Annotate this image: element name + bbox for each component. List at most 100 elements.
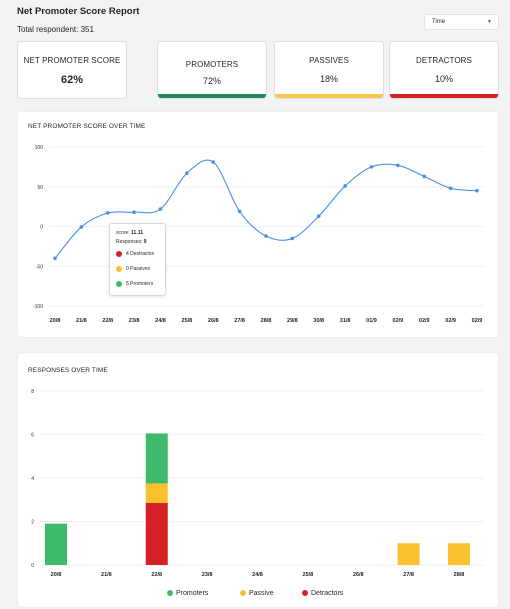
nps-data-point [475, 188, 479, 193]
tooltip-responses-label: Responses: [116, 239, 143, 245]
nps-line-chart-title: NET PROMOTER SCORE OVER TIME [28, 123, 146, 130]
line-y-tick-label: 50 [37, 185, 43, 191]
bar-y-tick-label: 2 [31, 520, 34, 526]
passives-card-value: 18% [319, 74, 338, 84]
nps-data-point [264, 234, 268, 238]
nps-data-point [290, 236, 295, 241]
promoters-card-value: 72% [202, 76, 221, 86]
line-x-tick-label: 30/8 [313, 318, 324, 324]
detractors-dot-icon [116, 250, 122, 257]
line-y-tick-label: -100 [33, 304, 43, 310]
tooltip-detractors: 4 Destractos [126, 251, 155, 257]
tooltip-passives: 0 Passives [126, 266, 151, 272]
detractors-legend-icon [302, 590, 308, 597]
nps-data-point [132, 210, 136, 214]
detractors-card: DETRACTORS 10% [389, 41, 499, 99]
line-x-tick-label: 20/8 [50, 318, 61, 324]
bar-y-tick-label: 0 [31, 563, 34, 569]
bar-x-tick-label: 26/8 [353, 572, 364, 578]
legend-label-promoters: Promoters [176, 590, 209, 597]
tooltip-promoters: 5 Promoters [126, 281, 154, 287]
time-filter-value: Time [432, 19, 446, 25]
bar-x-tick-label: 28/8 [454, 572, 465, 578]
time-filter-select[interactable]: Time ▼ [424, 14, 499, 30]
bar-passive [397, 543, 420, 565]
legend-label-detractors: Detractors [311, 590, 344, 597]
nps-data-point [396, 163, 400, 168]
bar-y-tick-label: 8 [31, 389, 34, 395]
legend-item-detractors[interactable]: Detractors [302, 590, 343, 597]
promoters-legend-icon [167, 590, 173, 597]
bar-x-tick-label: 22/8 [151, 572, 162, 578]
line-y-tick-label: -50 [36, 264, 43, 270]
line-x-tick-label: 01/9 [366, 318, 377, 324]
bar-x-tick-label: 21/8 [101, 572, 112, 578]
line-x-tick-label: 24/8 [155, 318, 166, 324]
line-x-tick-label: 02/9 [393, 318, 404, 324]
bar-detractors [145, 503, 168, 565]
passives-card: PASSIVES 18% [274, 41, 384, 99]
bar-y-tick-label: 4 [31, 476, 34, 482]
nps-data-point [185, 171, 189, 176]
tooltip-score-label: score: [116, 230, 130, 236]
bar-x-tick-label: 20/8 [51, 572, 62, 578]
passives-accent-bar [275, 94, 383, 98]
nps-data-point [158, 207, 163, 211]
nps-data-point [343, 184, 347, 188]
responses-bar-chart-title: RESPONSES OVER TIME [28, 367, 108, 374]
passives-card-label: PASSIVES [309, 56, 349, 65]
legend-item-promoters[interactable]: Promoters [167, 590, 208, 597]
line-x-tick-label: 31/8 [340, 318, 351, 324]
nps-data-point [79, 225, 84, 229]
line-x-tick-label: 02/9 [472, 318, 483, 324]
promoters-accent-bar [158, 94, 266, 98]
line-x-tick-label: 23/8 [129, 318, 140, 324]
tooltip-responses-value: 9 [143, 239, 147, 245]
line-x-tick-label: 29/8 [287, 318, 298, 324]
nps-data-point [448, 186, 453, 191]
nps-card-label: NET PROMOTER SCORE [23, 56, 121, 65]
line-x-tick-label: 27/8 [234, 318, 245, 324]
passive-legend-icon [240, 590, 246, 597]
passives-dot-icon [116, 265, 122, 272]
bar-x-tick-label: 25/8 [303, 572, 314, 578]
nps-card: NET PROMOTER SCORE 62% [17, 41, 127, 99]
tooltip-score-value: 11.11 [131, 230, 143, 236]
line-x-tick-label: 25/8 [182, 318, 193, 324]
legend-item-passive[interactable]: Passive [240, 590, 274, 597]
bar-promoters [145, 433, 168, 484]
line-x-tick-label: 28/8 [261, 318, 272, 324]
nps-data-point [369, 165, 374, 169]
nps-line-chart: 100 50 0 -50 -100 20/8 21/8 22/8 23/8 24/8 25/8 26/… [33, 145, 484, 324]
bar-passive [145, 483, 168, 504]
nps-line-chart-panel: NET PROMOTER SCORE OVER TIME [17, 111, 499, 338]
report-title: Net Promoter Score Report [17, 6, 140, 17]
bar-passive [448, 543, 470, 565]
promoters-dot-icon [116, 280, 122, 287]
detractors-card-value: 10% [434, 74, 453, 84]
promoters-card-label: PROMOTERS [185, 60, 239, 69]
nps-data-point [105, 211, 110, 215]
line-x-tick-label: 02/9 [419, 318, 430, 324]
bar-x-tick-label: 27/8 [403, 572, 414, 578]
chart-tooltip: score: 11.11 Responses: 9 4 Destractos 0… [109, 223, 166, 296]
nps-data-point [422, 174, 427, 179]
line-x-tick-label: 02/9 [445, 318, 456, 324]
detractors-accent-bar [390, 94, 498, 98]
nps-card-value: 62% [60, 74, 84, 86]
line-x-tick-label: 21/8 [76, 318, 87, 324]
bar-promoters [45, 523, 67, 565]
line-y-tick-label: 0 [40, 225, 43, 231]
bar-x-tick-label: 24/8 [252, 572, 263, 578]
total-respondents: Total respondent: 351 [17, 25, 94, 34]
promoters-card: PROMOTERS 72% [157, 41, 267, 99]
nps-data-point [316, 214, 321, 218]
bar-x-tick-label: 23/8 [202, 572, 213, 578]
line-x-tick-label: 26/8 [208, 318, 219, 324]
detractors-card-label: DETRACTORS [416, 56, 472, 65]
line-y-tick-label: 100 [35, 145, 44, 151]
nps-data-point [237, 209, 242, 214]
nps-data-point [211, 160, 216, 164]
line-x-tick-label: 22/8 [102, 318, 113, 324]
